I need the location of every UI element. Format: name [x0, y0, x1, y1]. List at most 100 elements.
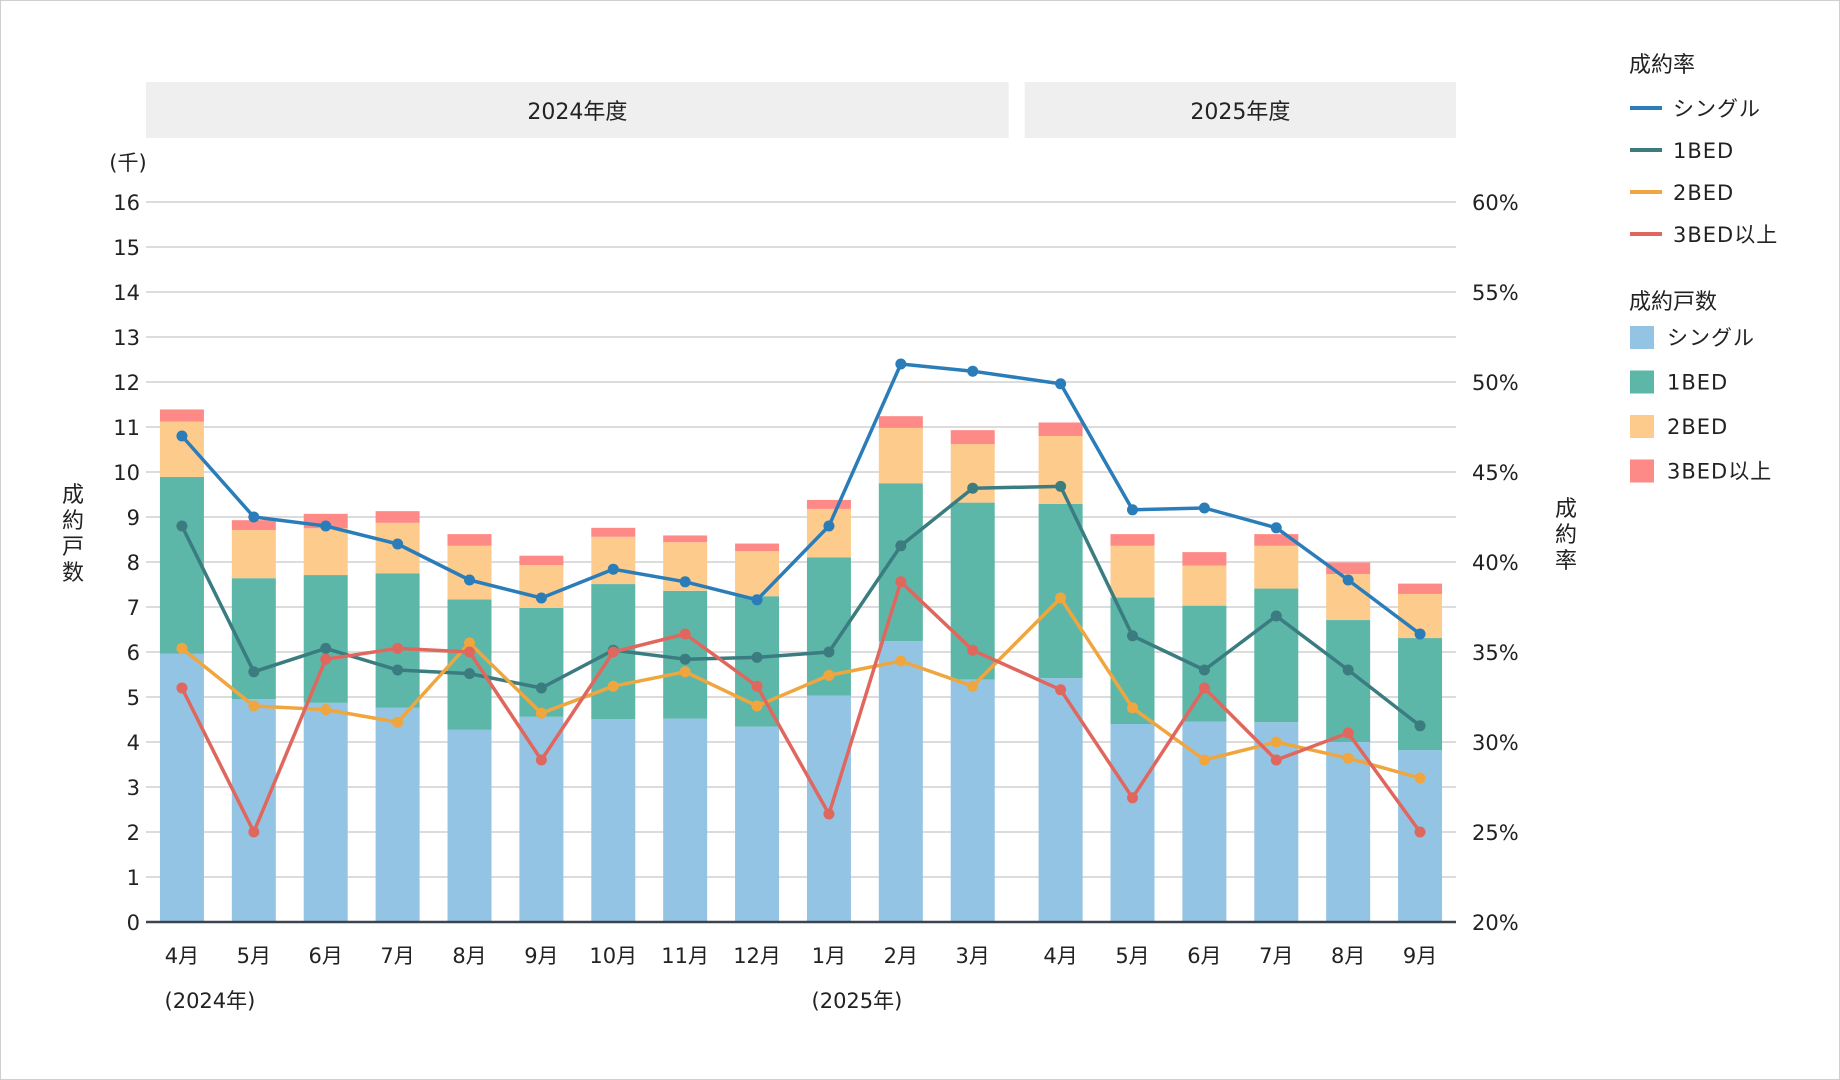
rate-point-シングル[interactable] — [392, 538, 404, 550]
bar-segment-1BED[interactable] — [1398, 638, 1443, 751]
bar-segment-シングル[interactable] — [950, 679, 995, 922]
bar-segment-シングル[interactable] — [159, 653, 204, 922]
rate-point-1BED[interactable] — [248, 666, 260, 678]
bar-segment-シングル[interactable] — [663, 718, 708, 922]
rate-point-3BED以上[interactable] — [1127, 792, 1138, 804]
rate-point-1BED[interactable] — [1198, 664, 1210, 676]
bar-segment-シングル[interactable] — [735, 726, 780, 922]
legend-line-label[interactable]: 1BED — [1673, 139, 1734, 163]
rate-point-シングル[interactable] — [248, 511, 260, 523]
bar-segment-シングル[interactable] — [591, 719, 636, 922]
bar-segment-2BED[interactable] — [1110, 545, 1155, 598]
rate-point-1BED[interactable] — [679, 653, 691, 665]
rate-line-2BED[interactable] — [180, 596, 1421, 780]
rate-point-2BED[interactable] — [392, 716, 404, 728]
rate-point-1BED[interactable] — [392, 664, 404, 676]
rate-point-1BED[interactable] — [464, 668, 475, 680]
rate-point-シングル[interactable] — [751, 594, 763, 606]
rate-point-3BED以上[interactable] — [967, 644, 979, 656]
rate-point-2BED[interactable] — [679, 666, 691, 678]
bar-segment-1BED[interactable] — [447, 599, 492, 730]
rate-point-3BED以上[interactable] — [464, 646, 475, 658]
rate-point-1BED[interactable] — [1342, 664, 1354, 676]
legend-line-label[interactable]: 3BED以上 — [1673, 223, 1778, 247]
bar-segment-3BED以上[interactable] — [663, 535, 708, 543]
bar-segment-3BED以上[interactable] — [1182, 552, 1227, 566]
rate-point-3BED以上[interactable] — [176, 682, 188, 694]
bar-segment-1BED[interactable] — [375, 573, 420, 708]
rate-point-3BED以上[interactable] — [1270, 754, 1282, 766]
rate-point-3BED以上[interactable] — [392, 642, 404, 654]
rate-point-シングル[interactable] — [535, 592, 547, 604]
bar-segment-2BED[interactable] — [231, 530, 276, 579]
rate-point-シングル[interactable] — [1270, 522, 1282, 534]
bar-segment-3BED以上[interactable] — [878, 416, 923, 428]
rate-point-1BED[interactable] — [320, 642, 332, 654]
rate-point-シングル[interactable] — [967, 365, 979, 377]
legend-line-label[interactable]: シングル — [1673, 97, 1761, 121]
bar-segment-3BED以上[interactable] — [375, 511, 420, 523]
rate-point-シングル[interactable] — [464, 574, 475, 586]
rate-point-1BED[interactable] — [1414, 720, 1426, 732]
rate-point-2BED[interactable] — [1127, 702, 1138, 714]
bar-segment-シングル[interactable] — [1110, 724, 1155, 922]
rate-point-1BED[interactable] — [535, 682, 547, 694]
rate-point-1BED[interactable] — [1127, 630, 1138, 642]
rate-point-2BED[interactable] — [535, 707, 547, 719]
bar-segment-1BED[interactable] — [303, 575, 348, 703]
rate-line-シングル[interactable] — [180, 362, 1422, 636]
bar-segment-シングル[interactable] — [231, 699, 276, 922]
rate-point-2BED[interactable] — [1198, 754, 1210, 766]
bar-segment-3BED以上[interactable] — [591, 527, 636, 537]
bar-segment-2BED[interactable] — [735, 551, 780, 597]
rate-point-3BED以上[interactable] — [320, 653, 332, 665]
rate-point-シングル[interactable] — [679, 576, 691, 588]
bar-segment-1BED[interactable] — [878, 483, 923, 642]
rate-point-2BED[interactable] — [464, 637, 475, 649]
bar-segment-シングル[interactable] — [519, 716, 564, 922]
rate-point-3BED以上[interactable] — [1414, 826, 1426, 838]
rate-point-2BED[interactable] — [1055, 592, 1067, 604]
bar-segment-シングル[interactable] — [447, 729, 492, 922]
bar-segment-3BED以上[interactable] — [1398, 583, 1443, 594]
rate-point-1BED[interactable] — [895, 540, 907, 552]
rate-point-2BED[interactable] — [320, 704, 332, 716]
bar-segment-3BED以上[interactable] — [1038, 422, 1083, 437]
bar-segment-3BED以上[interactable] — [1254, 534, 1299, 546]
bar-segment-1BED[interactable] — [159, 476, 204, 654]
rate-point-シングル[interactable] — [1414, 628, 1426, 640]
bar-segment-3BED以上[interactable] — [519, 555, 564, 566]
bar-segment-2BED[interactable] — [1182, 565, 1227, 606]
bar-segment-1BED[interactable] — [1254, 588, 1299, 723]
rate-point-シングル[interactable] — [320, 520, 332, 532]
legend-bar-label[interactable]: 2BED — [1667, 415, 1728, 439]
bar-segment-シングル[interactable] — [375, 707, 420, 922]
bar-segment-2BED[interactable] — [1038, 436, 1083, 504]
bar-segment-2BED[interactable] — [303, 528, 348, 576]
rate-point-2BED[interactable] — [1414, 772, 1426, 784]
bar-segment-1BED[interactable] — [1038, 503, 1083, 679]
bar-segment-3BED以上[interactable] — [231, 520, 276, 531]
rate-point-3BED以上[interactable] — [895, 576, 907, 588]
bar-segment-3BED以上[interactable] — [447, 534, 492, 546]
bar-segment-2BED[interactable] — [159, 421, 204, 477]
bar-segment-シングル[interactable] — [1254, 722, 1299, 922]
rate-point-3BED以上[interactable] — [607, 646, 619, 658]
rate-point-2BED[interactable] — [751, 700, 763, 712]
bar-segment-シングル[interactable] — [303, 702, 348, 922]
rate-point-2BED[interactable] — [895, 655, 907, 667]
bar-segment-シングル[interactable] — [1038, 678, 1083, 922]
rate-point-2BED[interactable] — [607, 680, 619, 692]
bar-segment-2BED[interactable] — [950, 444, 995, 503]
rate-point-3BED以上[interactable] — [1198, 682, 1210, 694]
bar-segment-シングル[interactable] — [878, 641, 923, 922]
bar-segment-シングル[interactable] — [1326, 742, 1371, 922]
bar-segment-3BED以上[interactable] — [806, 499, 851, 509]
rate-point-シングル[interactable] — [1198, 502, 1210, 514]
rate-point-1BED[interactable] — [823, 646, 835, 658]
legend-bar-label[interactable]: シングル — [1667, 326, 1755, 350]
bar-segment-3BED以上[interactable] — [950, 430, 995, 445]
bar-segment-2BED[interactable] — [806, 508, 851, 558]
rate-point-2BED[interactable] — [1342, 752, 1354, 764]
rate-point-2BED[interactable] — [1270, 736, 1282, 748]
